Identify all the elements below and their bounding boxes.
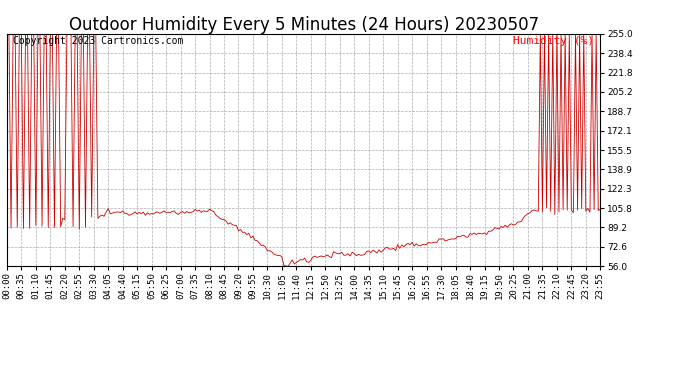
Text: Copyright 2023 Cartronics.com: Copyright 2023 Cartronics.com [13, 36, 184, 46]
Title: Outdoor Humidity Every 5 Minutes (24 Hours) 20230507: Outdoor Humidity Every 5 Minutes (24 Hou… [68, 16, 539, 34]
Text: Humidity (%): Humidity (%) [513, 36, 594, 46]
